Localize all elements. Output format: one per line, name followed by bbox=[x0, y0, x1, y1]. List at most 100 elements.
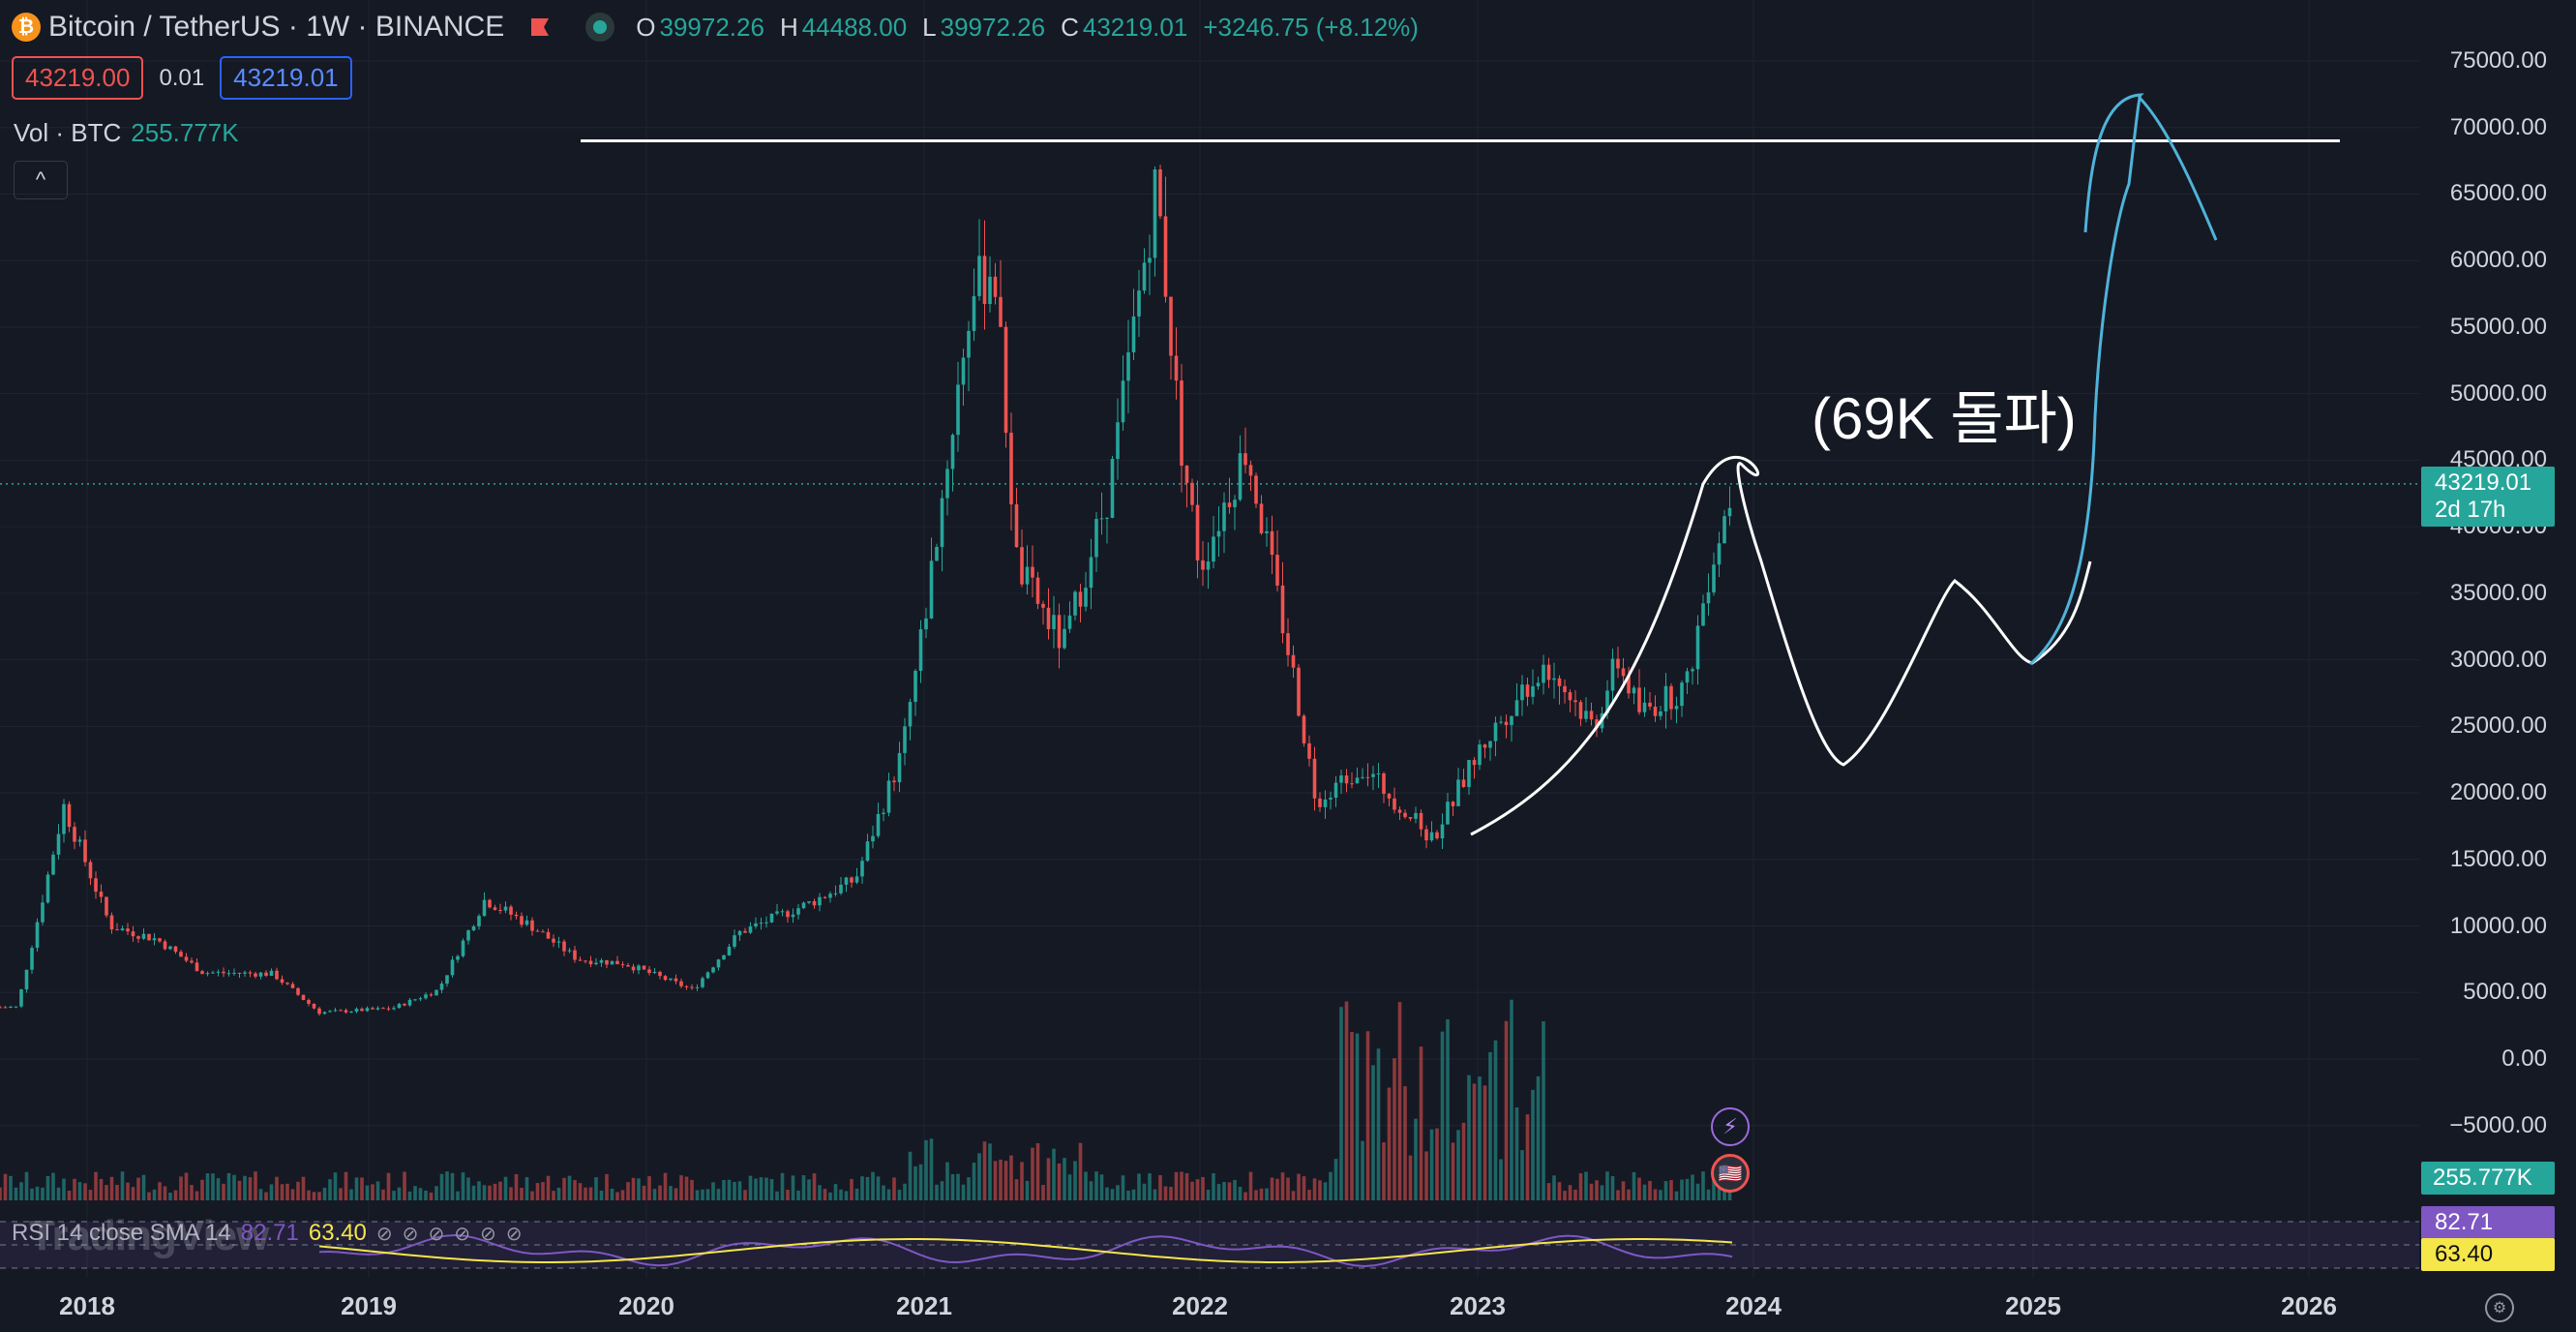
candle-body bbox=[1137, 290, 1141, 317]
candle-body bbox=[88, 862, 93, 879]
volume-bar bbox=[1275, 1178, 1279, 1200]
time-scale-label: 2026 bbox=[2281, 1291, 2337, 1320]
volume-bar bbox=[1329, 1171, 1333, 1200]
volume-bar bbox=[1717, 1186, 1722, 1200]
candle-body bbox=[0, 1007, 2, 1009]
volume-bar bbox=[1408, 1155, 1413, 1200]
candle-body bbox=[642, 965, 646, 970]
volume-bar bbox=[434, 1186, 438, 1200]
flag-icon[interactable] bbox=[529, 16, 551, 38]
candle-body bbox=[503, 906, 508, 911]
volume-bar bbox=[1557, 1182, 1562, 1200]
candle-body bbox=[594, 962, 598, 965]
volume-bar bbox=[1323, 1182, 1328, 1200]
sell-button[interactable]: 43219.00 bbox=[12, 56, 144, 100]
candle-body bbox=[14, 1006, 18, 1008]
candle-body bbox=[1148, 257, 1152, 263]
volume-bar bbox=[62, 1178, 66, 1200]
volume-bar bbox=[147, 1192, 151, 1200]
volume-bar bbox=[365, 1185, 370, 1200]
candle-body bbox=[471, 925, 476, 931]
candle-body bbox=[1371, 773, 1375, 777]
volume-bar bbox=[386, 1172, 391, 1200]
candle-body bbox=[375, 1008, 380, 1010]
bar-countdown: 2d 17h bbox=[2435, 497, 2506, 523]
volume-bar bbox=[1627, 1189, 1631, 1200]
candle-body bbox=[105, 896, 108, 916]
collapse-legend-button[interactable]: ^ bbox=[14, 161, 68, 199]
symbol-title[interactable]: Bitcoin / TetherUS · 1W · BINANCE bbox=[48, 11, 505, 43]
candle-body bbox=[1695, 625, 1700, 670]
volume-bar bbox=[1031, 1147, 1034, 1200]
settings-icon[interactable]: ⚙ bbox=[2485, 1293, 2514, 1322]
market-status-icon[interactable] bbox=[585, 13, 615, 42]
volume-bar bbox=[418, 1188, 423, 1200]
volume-bar bbox=[77, 1182, 82, 1200]
candle-body bbox=[1493, 722, 1498, 742]
volume-bar bbox=[535, 1183, 540, 1200]
lightning-icon[interactable]: ⚡ bbox=[1711, 1107, 1750, 1146]
volume-bar bbox=[285, 1183, 289, 1200]
candle-body bbox=[1099, 518, 1104, 520]
candle-body bbox=[514, 914, 519, 917]
candle-body bbox=[1238, 453, 1243, 500]
volume-bar bbox=[1110, 1189, 1115, 1200]
volume-bar bbox=[860, 1176, 864, 1200]
volume-bar bbox=[727, 1179, 732, 1200]
chart-annotation-text[interactable]: (69K 돌파) bbox=[1812, 386, 2077, 451]
candle-body bbox=[1419, 812, 1423, 830]
tradingview-logo: TradingView bbox=[29, 1212, 269, 1259]
candle-body bbox=[1632, 687, 1636, 694]
candle-body bbox=[509, 906, 513, 915]
volume-bar bbox=[1429, 1129, 1434, 1200]
buy-button[interactable]: 43219.01 bbox=[220, 56, 352, 100]
candle-body bbox=[743, 930, 747, 933]
volume-bar bbox=[354, 1177, 359, 1200]
candle-body bbox=[935, 547, 939, 561]
us-flag-event-icon[interactable]: 🇺🇸 bbox=[1711, 1154, 1750, 1193]
candle-body bbox=[1131, 316, 1136, 353]
volume-bar bbox=[1206, 1190, 1211, 1200]
volume-bar bbox=[1610, 1176, 1615, 1200]
volume-bar bbox=[1621, 1181, 1626, 1200]
candle-body bbox=[184, 956, 189, 961]
volume-bar bbox=[929, 1138, 934, 1200]
candle-body bbox=[1610, 658, 1615, 691]
candle-body bbox=[1536, 682, 1541, 686]
candle-body bbox=[216, 971, 221, 973]
volume-bar bbox=[1488, 1051, 1492, 1200]
price-scale-label: 5000.00 bbox=[2463, 979, 2547, 1006]
candle-body bbox=[136, 936, 140, 939]
candle-body bbox=[1190, 482, 1194, 505]
volume-bar bbox=[19, 1182, 23, 1200]
volume-bar bbox=[328, 1179, 332, 1200]
volume-bar bbox=[620, 1190, 625, 1200]
volume-bar bbox=[1414, 1118, 1418, 1200]
volume-bar bbox=[488, 1185, 492, 1200]
volume-bar bbox=[439, 1173, 444, 1200]
candle-body bbox=[520, 916, 524, 925]
change-value: +3246.75 (+8.12%) bbox=[1203, 12, 1419, 42]
volume-bar bbox=[269, 1184, 274, 1200]
candle-body bbox=[1435, 832, 1439, 839]
volume-bar bbox=[743, 1190, 747, 1200]
candle-body bbox=[754, 923, 758, 927]
volume-bar bbox=[35, 1186, 40, 1200]
rsi-legend[interactable]: RSI 14 close SMA 14 82.71 63.40 ⊘ ⊘ ⊘ ⊘ … bbox=[12, 1220, 523, 1247]
volume-legend[interactable]: Vol · BTC 255.777K bbox=[14, 118, 239, 148]
candle-body bbox=[429, 994, 434, 996]
volume-bar bbox=[818, 1185, 822, 1200]
volume-bar bbox=[450, 1172, 455, 1200]
candle-body bbox=[322, 1012, 327, 1014]
bitcoin-icon: ₿ bbox=[12, 13, 41, 42]
candle-body bbox=[1478, 744, 1482, 766]
volume-bar bbox=[594, 1177, 598, 1200]
volume-bar bbox=[67, 1191, 72, 1200]
volume-bar bbox=[237, 1180, 242, 1200]
volume-bar bbox=[823, 1189, 827, 1200]
candle-body bbox=[152, 938, 157, 941]
candle-body bbox=[1169, 296, 1173, 356]
candle-body bbox=[637, 965, 641, 971]
